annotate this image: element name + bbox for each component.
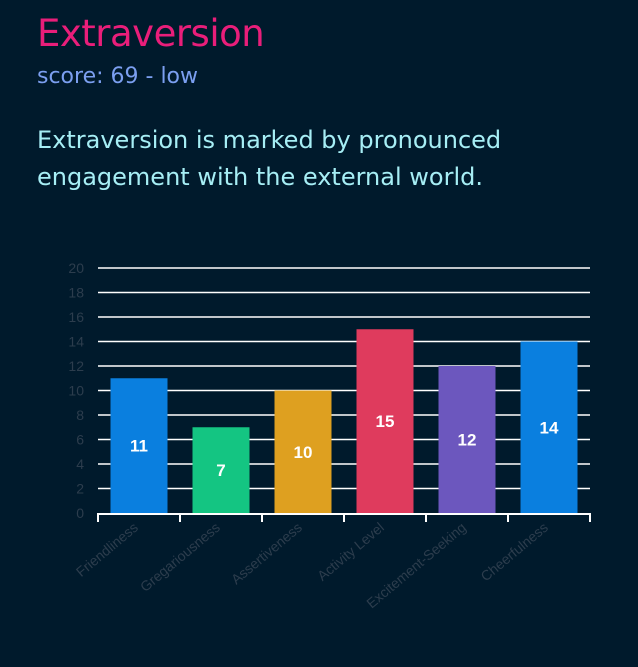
bar [110,378,168,513]
y-tick-label: 4 [76,456,84,472]
bar [274,390,332,513]
page-title: Extraversion [37,12,265,55]
y-tick-label: 20 [68,260,84,276]
y-tick-label: 8 [76,407,84,423]
x-tick-label: Friendliness [73,519,141,580]
y-tick-label: 10 [68,383,84,399]
x-tick-label: Assertiveness [228,519,305,587]
bar [356,329,414,513]
bar-value-label: 11 [130,437,148,456]
chart-bars [110,329,578,513]
score-label: score: 69 - low [37,64,199,89]
y-tick-label: 18 [68,285,84,301]
bar-value-label: 15 [376,412,395,431]
y-tick-label: 16 [68,309,84,325]
y-tick-label: 6 [76,432,84,448]
bar-value-label: 7 [216,461,225,480]
bar [438,366,496,513]
bar-value-label: 10 [294,443,313,462]
chart-axes [97,513,591,522]
y-tick-label: 2 [76,481,84,497]
bar-value-label: 14 [540,418,559,437]
x-tick-label: Activity Level [314,519,387,584]
y-tick-label: 0 [76,505,84,521]
y-tick-label: 12 [68,358,84,374]
x-tick-label: Cheerfulness [477,519,550,584]
bar-value-label: 12 [458,431,477,450]
bar [520,341,578,513]
y-tick-label: 14 [68,334,84,350]
trait-description: Extraversion is marked by pronounced eng… [37,126,502,191]
bar [192,427,250,513]
x-tick-label: Gregariousness [137,519,223,595]
chart-grid [98,267,590,490]
